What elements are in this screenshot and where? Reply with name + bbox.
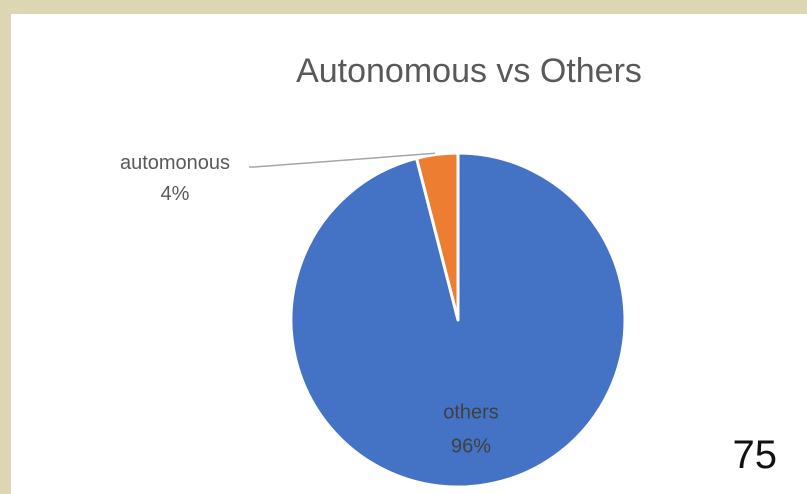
chart-card: Autonomous vs Others automonous 4% others 9… [11, 14, 807, 494]
pie-labels: automonous 4% others 96% [120, 152, 499, 458]
page-number: 75 [732, 433, 778, 477]
slice-percent-others: 96% [451, 436, 491, 458]
slice-name-others: others [443, 402, 499, 424]
pie-slice-others [289, 151, 627, 489]
slice-percent-automonous: 4% [161, 183, 190, 205]
pie-chart: automonous 4% others 96% [120, 151, 627, 489]
slice-label-automonous: automonous 4% [120, 152, 436, 205]
leader-line-automonous [249, 152, 436, 168]
pie-slices [289, 151, 627, 489]
chart-title: Autonomous vs Others [296, 52, 642, 90]
slice-label-others: others 96% [443, 402, 499, 458]
slice-name-automonous: automonous [120, 152, 230, 174]
